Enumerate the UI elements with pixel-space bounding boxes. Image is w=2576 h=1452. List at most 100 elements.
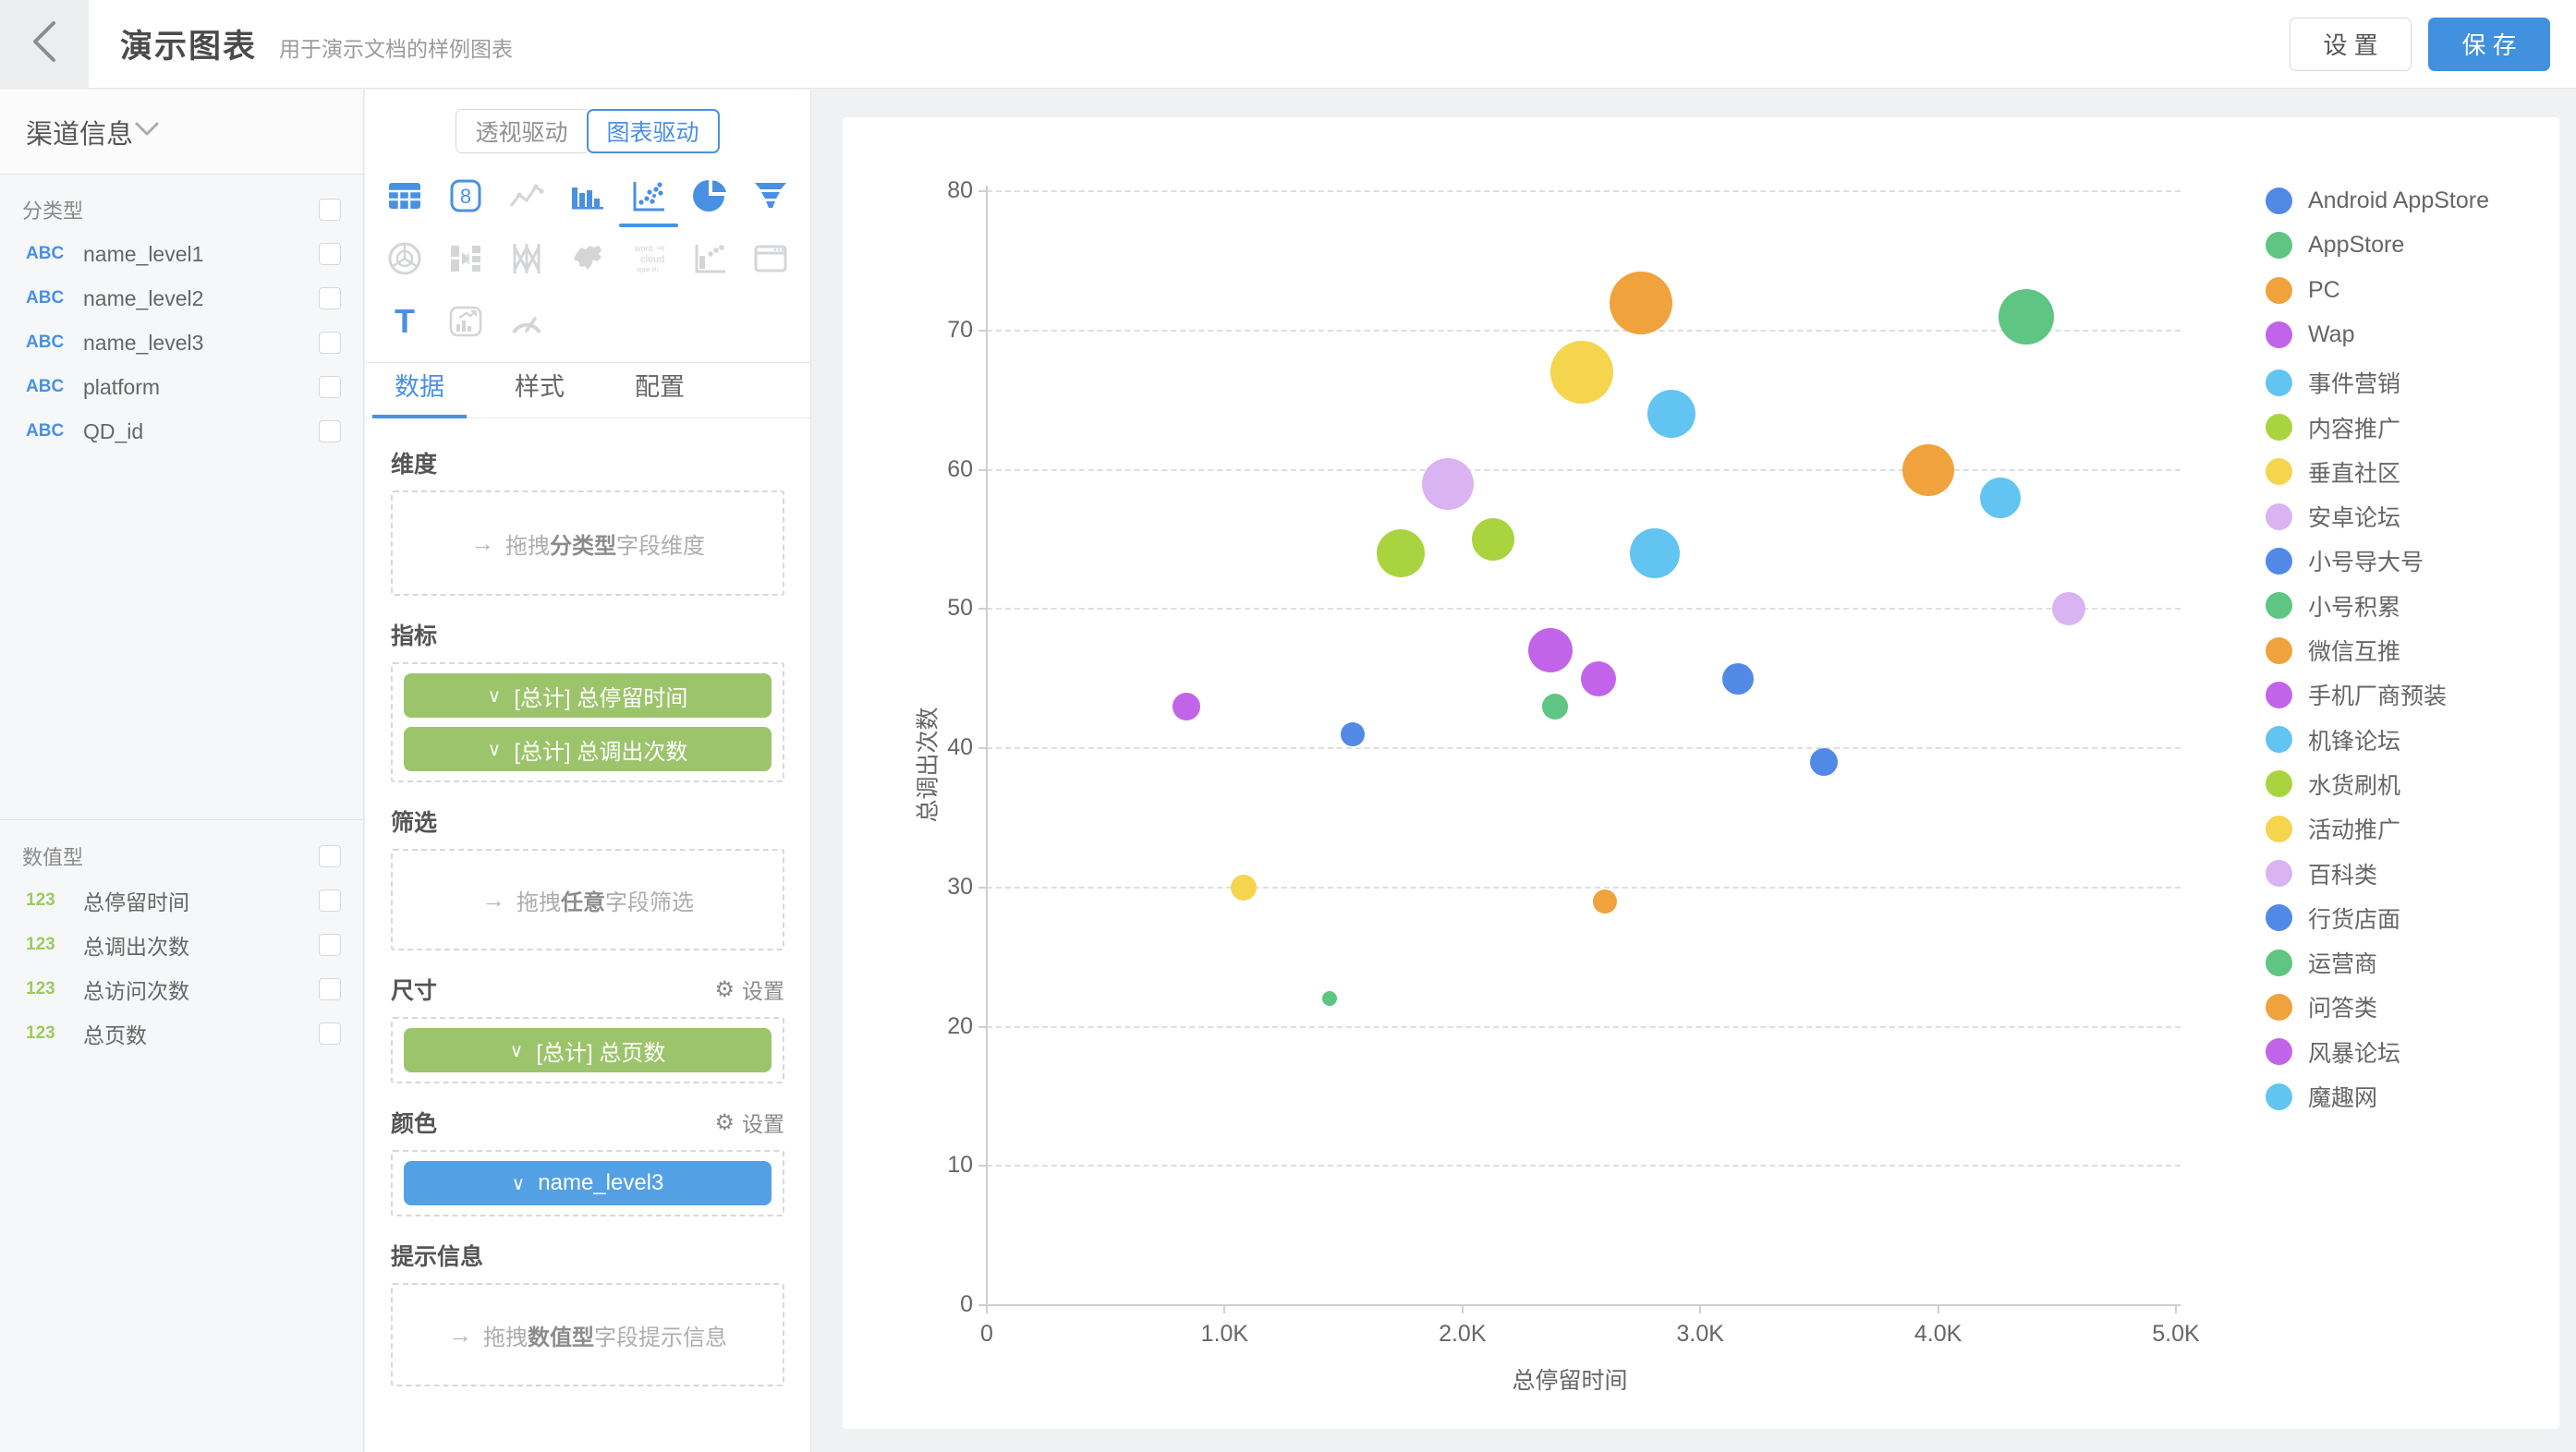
legend-item[interactable]: 事件营销 (2266, 366, 2400, 399)
section-settings-button[interactable]: ⚙ 设置 (714, 1107, 784, 1138)
field-pill[interactable]: ∨ [总计] 总停留时间 (404, 673, 772, 718)
bubble-事件营销[interactable] (1647, 390, 1696, 439)
legend-item[interactable]: 百科类 (2266, 857, 2377, 890)
section-settings-button[interactable]: ⚙ 设置 (714, 974, 784, 1005)
drop-zone-tooltip[interactable]: → 拖拽数值型字段提示信息 (391, 1283, 784, 1386)
legend-item[interactable]: 手机厂商预装 (2266, 678, 2447, 711)
field-pill[interactable]: ∨ name_level3 (404, 1161, 772, 1205)
save-button[interactable]: 保 存 (2428, 17, 2550, 71)
trellis-chart-icon[interactable] (496, 238, 557, 279)
dataset-selector[interactable]: 渠道信息 (0, 90, 363, 175)
field-row[interactable]: ABC name_level3 (0, 321, 363, 365)
tab-样式[interactable]: 样式 (515, 373, 565, 401)
drop-zone-dimension[interactable]: → 拖拽分类型字段维度 (391, 490, 784, 596)
field-row[interactable]: 123 总调出次数 (0, 923, 363, 967)
bubble-问答类[interactable] (1902, 443, 1955, 496)
bubble-AppStore[interactable] (1998, 288, 2054, 345)
bubble-百科类[interactable] (2052, 592, 2086, 626)
legend-item[interactable]: 安卓论坛 (2266, 500, 2400, 533)
bubble-Wap[interactable] (1528, 628, 1574, 673)
funnel-chart-icon[interactable] (740, 175, 801, 216)
bubble-活动推广[interactable] (1230, 874, 1257, 901)
field-pill[interactable]: ∨ [总计] 总页数 (404, 1028, 772, 1072)
legend-item[interactable]: 垂直社区 (2266, 455, 2400, 489)
field-checkbox[interactable] (319, 978, 341, 1000)
legend-item[interactable]: 小号导大号 (2266, 544, 2424, 577)
china-map-icon[interactable] (557, 238, 618, 279)
bubble-Android AppStore[interactable] (1810, 748, 1839, 777)
bubble-水货刷机[interactable] (1376, 528, 1425, 577)
field-row[interactable]: ABC name_level2 (0, 276, 363, 321)
treemap-icon[interactable] (435, 238, 496, 279)
field-checkbox[interactable] (319, 420, 341, 442)
legend-item[interactable]: 问答类 (2266, 990, 2377, 1023)
settings-button[interactable]: 设 置 (2290, 17, 2412, 71)
bubble-内容推广[interactable] (1472, 517, 1515, 561)
legend-item[interactable]: 内容推广 (2266, 411, 2400, 444)
bubble-手机厂商预装[interactable] (1580, 660, 1616, 696)
legend-item[interactable]: Android AppStore (2266, 188, 2489, 214)
drop-zone-measure[interactable]: ∨ [总计] 总停留时间 ∨ [总计] 总调出次数 (391, 662, 784, 782)
bubble-微信互推[interactable] (1593, 889, 1618, 914)
legend-item[interactable]: PC (2266, 276, 2340, 304)
bubble-魔趣网[interactable] (1630, 527, 1681, 578)
legend-item[interactable]: 魔趣网 (2266, 1080, 2377, 1113)
field-checkbox[interactable] (319, 934, 341, 956)
table-icon[interactable] (374, 175, 435, 216)
legend-item[interactable]: 小号积累 (2266, 589, 2400, 623)
mode-toggle-inactive[interactable]: 透视驱动 (456, 109, 587, 153)
field-pill[interactable]: ∨ [总计] 总调出次数 (404, 727, 772, 771)
number-card-icon[interactable]: 8 (435, 175, 496, 216)
tab-数据[interactable]: 数据 (372, 367, 467, 418)
legend-item[interactable]: Wap (2266, 321, 2354, 348)
group-checkbox[interactable] (319, 845, 341, 867)
iframe-card-icon[interactable] (740, 238, 801, 279)
field-row[interactable]: ABC QD_id (0, 409, 363, 454)
field-checkbox[interactable] (319, 287, 341, 309)
bubble-小号积累[interactable] (1321, 991, 1337, 1007)
mode-toggle-active[interactable]: 图表驱动 (586, 109, 720, 153)
bubble-小号导大号[interactable] (1341, 721, 1366, 746)
text-card-icon[interactable]: T (374, 301, 435, 342)
field-checkbox[interactable] (319, 376, 341, 398)
field-row[interactable]: 123 总访问次数 (0, 967, 363, 1011)
group-checkbox[interactable] (319, 199, 341, 221)
bubble-机锋论坛[interactable] (1979, 477, 2021, 518)
bubble-风暴论坛[interactable] (1173, 692, 1201, 720)
drop-zone-size[interactable]: ∨ [总计] 总页数 (391, 1017, 784, 1083)
bubble-安卓论坛[interactable] (1422, 457, 1475, 510)
field-row[interactable]: ABC platform (0, 365, 363, 409)
bar-chart-icon[interactable] (557, 175, 618, 216)
drop-zone-filter[interactable]: → 拖拽任意字段筛选 (391, 849, 784, 950)
word-cloud-icon[interactable]: word tag cloud agile BI (618, 238, 679, 279)
line-chart-icon[interactable] (496, 175, 557, 216)
combo-chart-icon[interactable] (679, 238, 740, 279)
drop-zone-color[interactable]: ∨ name_level3 (391, 1150, 784, 1216)
bubble-运营商[interactable] (1542, 693, 1569, 720)
legend-item[interactable]: 风暴论坛 (2266, 1035, 2400, 1069)
legend-item[interactable]: 机锋论坛 (2266, 723, 2400, 756)
pie-chart-icon[interactable] (679, 175, 740, 216)
bubble-垂直社区[interactable] (1549, 340, 1613, 404)
legend-item[interactable]: 活动推广 (2266, 812, 2400, 845)
field-row[interactable]: ABC name_level1 (0, 232, 363, 276)
radar-chart-icon[interactable] (374, 238, 435, 279)
field-row[interactable]: 123 总页数 (0, 1011, 363, 1056)
indicator-card-icon[interactable] (435, 301, 496, 342)
legend-item[interactable]: 运营商 (2266, 946, 2377, 979)
gauge-chart-icon[interactable] (496, 301, 557, 342)
field-row[interactable]: 123 总停留时间 (0, 878, 363, 923)
field-checkbox[interactable] (319, 332, 341, 354)
legend-item[interactable]: 微信互推 (2266, 634, 2400, 667)
legend-item[interactable]: AppStore (2266, 232, 2404, 260)
back-button[interactable] (0, 0, 89, 89)
bubble-行货店面[interactable] (1722, 662, 1755, 695)
legend-item[interactable]: 水货刷机 (2266, 768, 2400, 801)
field-checkbox[interactable] (319, 889, 341, 912)
tab-配置[interactable]: 配置 (635, 373, 685, 401)
field-checkbox[interactable] (319, 243, 341, 265)
bubble-PC[interactable] (1609, 271, 1672, 334)
scatter-chart-icon[interactable] (618, 175, 679, 227)
field-checkbox[interactable] (319, 1022, 341, 1045)
legend-item[interactable]: 行货店面 (2266, 901, 2400, 935)
